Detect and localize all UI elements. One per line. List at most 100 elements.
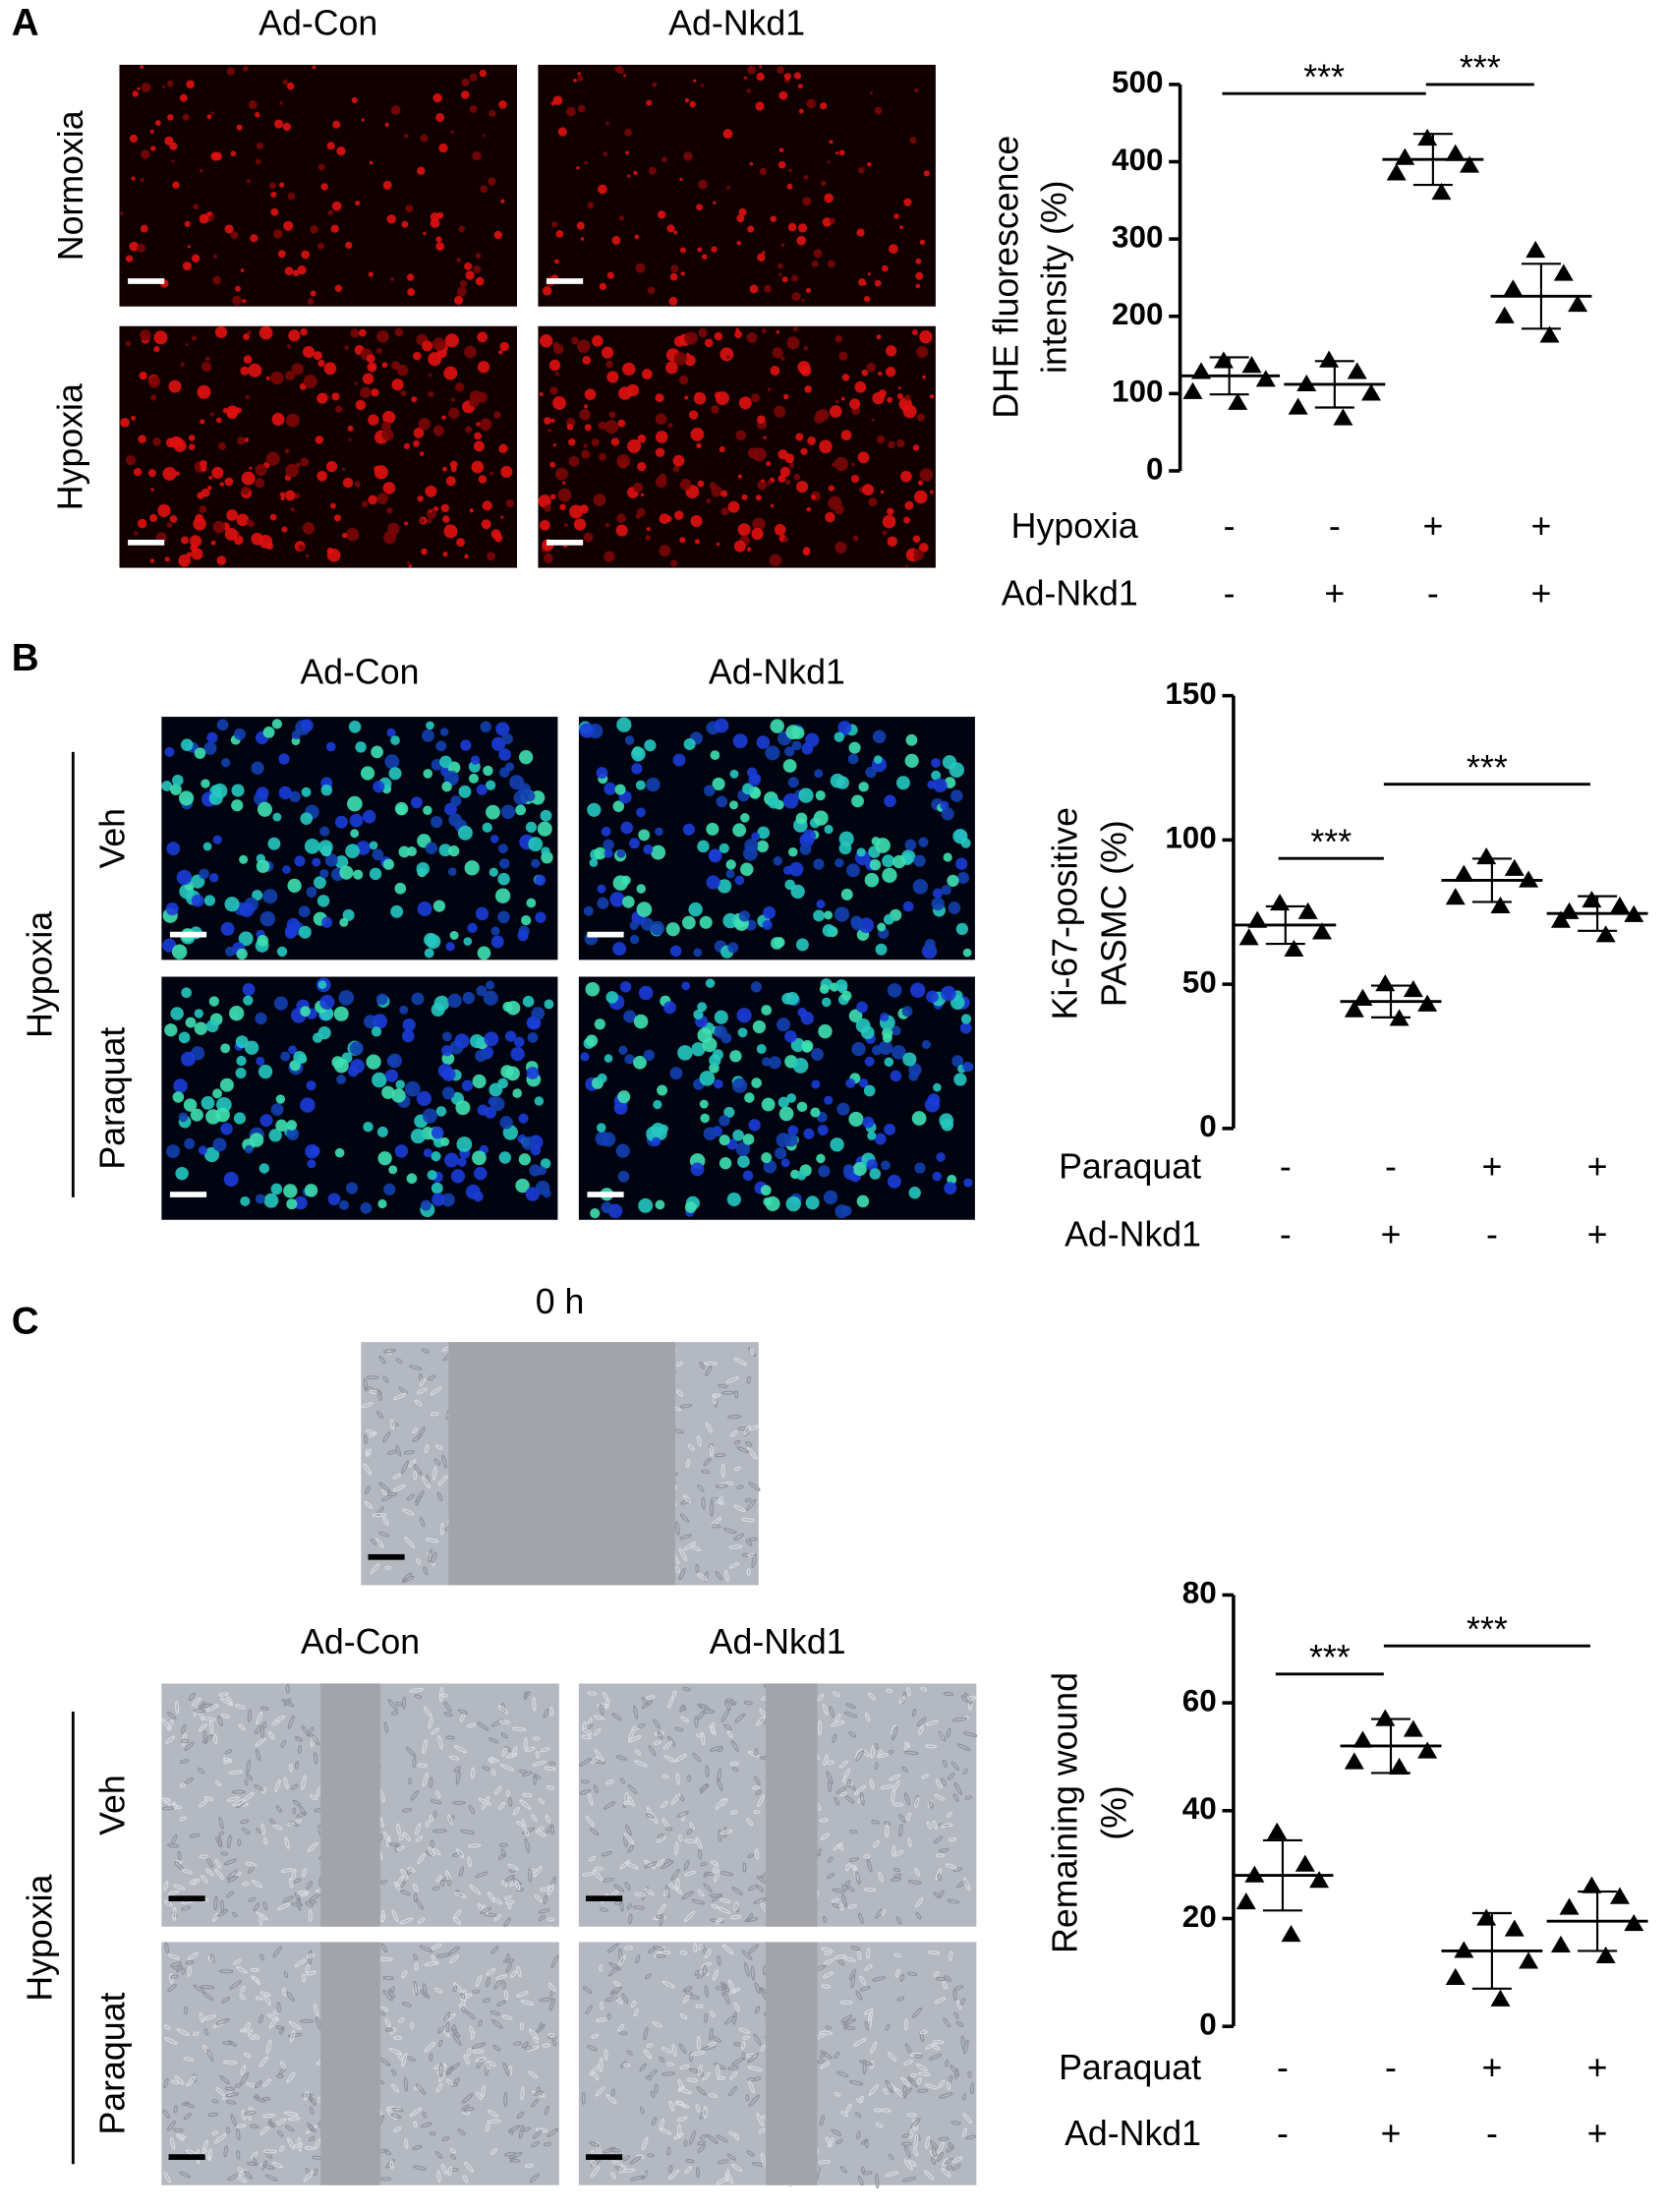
cell — [593, 1784, 599, 1794]
scale-bar — [546, 539, 584, 546]
cell — [211, 466, 224, 480]
factor-level: - — [1329, 506, 1341, 546]
cell — [278, 786, 292, 800]
cell — [689, 101, 696, 108]
cell — [630, 2000, 637, 2008]
cell — [452, 2023, 457, 2035]
cell — [589, 858, 599, 867]
scale-bar — [169, 931, 207, 938]
cell — [384, 2018, 391, 2028]
cell — [475, 1049, 488, 1062]
cell — [915, 1911, 922, 1920]
cell — [281, 1699, 295, 1708]
cell — [729, 1987, 741, 1995]
cell — [720, 490, 728, 497]
cell — [363, 1463, 372, 1476]
cell — [150, 394, 157, 401]
cell — [587, 802, 602, 817]
cell — [201, 1733, 214, 1744]
cell — [689, 1823, 695, 1831]
cell — [403, 1450, 415, 1455]
cell — [841, 990, 852, 1002]
cell — [747, 1447, 758, 1460]
cell — [212, 520, 226, 534]
cell — [664, 1827, 673, 1832]
cell — [894, 1968, 900, 1978]
cell — [711, 486, 722, 497]
cell — [171, 159, 175, 163]
cell — [189, 1879, 197, 1885]
cell — [969, 2082, 975, 2095]
cell — [280, 1739, 287, 1748]
cell — [935, 1976, 947, 1982]
cell — [841, 1892, 847, 1908]
cell — [856, 2098, 864, 2103]
cell — [834, 541, 847, 553]
cell — [440, 1136, 450, 1146]
cell — [201, 1095, 215, 1110]
cell — [287, 1822, 295, 1827]
cell — [319, 869, 329, 879]
cell — [874, 279, 882, 287]
cell — [501, 1747, 507, 1757]
cell — [376, 1126, 388, 1137]
cell — [798, 108, 804, 114]
cell — [453, 1909, 462, 1919]
cell — [733, 2132, 739, 2141]
cell — [393, 2126, 402, 2132]
cell — [687, 1995, 700, 2000]
cell — [581, 449, 591, 459]
cell — [487, 552, 495, 561]
cell — [418, 418, 431, 431]
cell — [428, 1374, 436, 1381]
cell — [230, 150, 237, 157]
cell — [960, 1695, 969, 1703]
cell — [210, 151, 220, 161]
cell — [714, 331, 723, 341]
cell — [853, 2038, 867, 2047]
scale-bar — [169, 1192, 207, 1197]
cell — [782, 393, 789, 400]
cell — [885, 1824, 890, 1838]
micrograph — [578, 976, 975, 1220]
cell — [699, 1071, 716, 1086]
cell — [915, 1897, 924, 1908]
cell — [247, 2161, 259, 2166]
cell — [371, 1026, 382, 1037]
cell — [956, 1743, 971, 1752]
cell — [523, 1737, 528, 1750]
cell — [513, 1036, 525, 1048]
cell — [236, 948, 248, 960]
cell — [409, 1365, 423, 1370]
cell — [650, 920, 665, 936]
cell — [402, 1696, 407, 1710]
cell — [941, 885, 951, 896]
cell — [889, 1774, 901, 1781]
cell — [603, 839, 614, 851]
cell — [542, 2043, 550, 2048]
cell — [864, 2020, 870, 2031]
cell — [164, 1023, 178, 1037]
cell — [674, 510, 684, 520]
cell — [497, 844, 508, 854]
cell — [691, 1898, 706, 1905]
cell — [822, 924, 835, 938]
cell — [441, 2136, 450, 2142]
cell — [659, 2118, 664, 2131]
cell — [259, 910, 275, 927]
cell — [805, 1195, 820, 1210]
cell — [885, 2023, 891, 2031]
cell — [431, 1151, 441, 1162]
cell — [874, 106, 883, 115]
factor-level: + — [1481, 2048, 1502, 2087]
data-point — [1494, 306, 1515, 323]
cell — [942, 755, 957, 770]
cell — [793, 72, 802, 80]
data-point — [1445, 888, 1466, 905]
cell — [946, 2144, 954, 2153]
cell — [273, 119, 284, 129]
cell — [191, 894, 204, 907]
cell — [938, 2079, 946, 2088]
cell — [918, 480, 924, 486]
y-tick-label: 400 — [1112, 143, 1163, 177]
